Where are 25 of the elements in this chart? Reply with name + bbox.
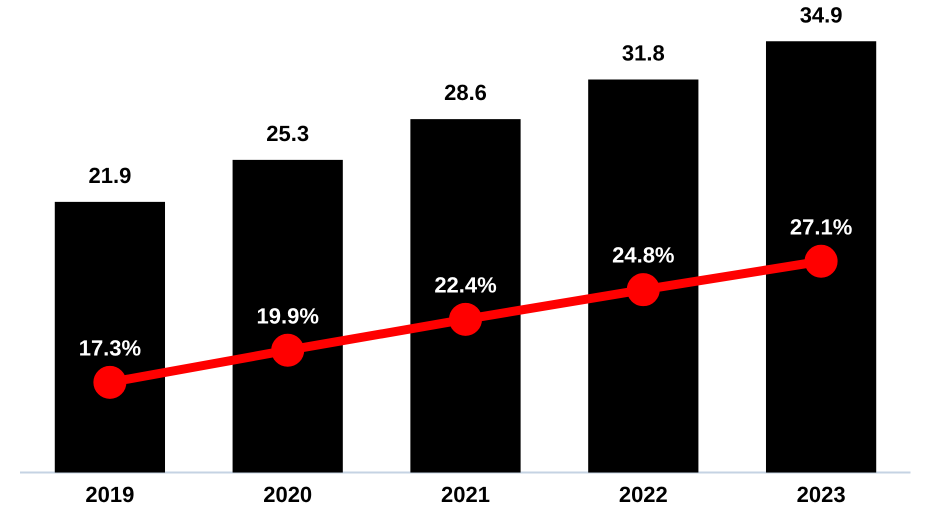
bar	[766, 41, 876, 473]
point	[93, 366, 126, 399]
x-tick-label: 2021	[441, 482, 490, 507]
bar	[54, 202, 166, 473]
data-label: 19.9%	[256, 303, 319, 328]
point	[804, 244, 838, 278]
data-label: 25.3	[266, 120, 310, 146]
data-label: 24.8%	[612, 242, 674, 268]
data-label: 22.4%	[434, 272, 497, 298]
bar	[588, 80, 698, 473]
x-tick-label: 2019	[85, 482, 134, 507]
point	[449, 302, 482, 336]
data-label: 17.3%	[78, 335, 142, 360]
data-label: 34.9	[800, 2, 843, 28]
x-tick-label: 2020	[263, 482, 312, 507]
point	[271, 334, 304, 367]
point	[626, 273, 660, 306]
bar	[232, 160, 343, 473]
data-label: 27.1%	[790, 214, 852, 240]
x-tick-label: 2023	[796, 482, 846, 507]
data-label: 28.6	[444, 80, 487, 106]
x-tick-label: 2022	[618, 482, 668, 507]
data-label: 21.9	[88, 162, 132, 188]
bar	[410, 119, 521, 473]
data-label: 31.8	[622, 40, 665, 66]
